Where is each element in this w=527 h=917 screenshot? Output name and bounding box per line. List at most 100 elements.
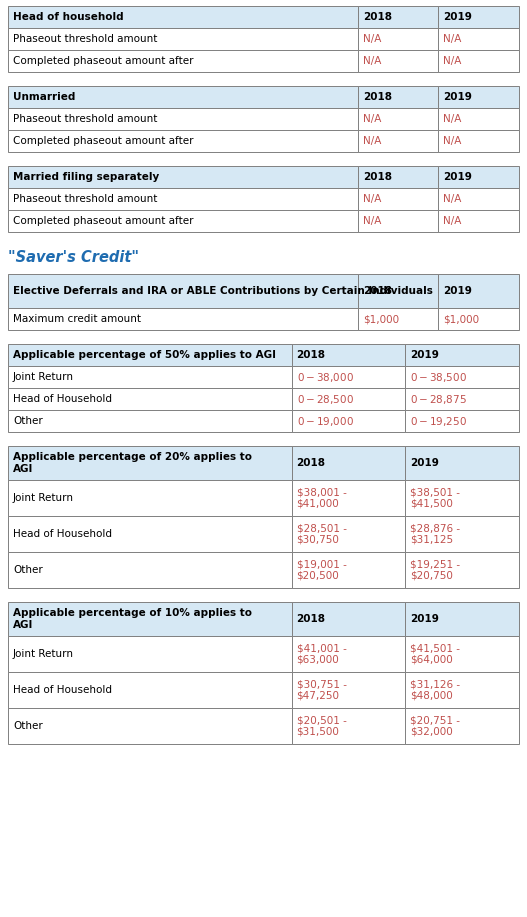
Text: N/A: N/A (443, 34, 462, 44)
Text: 2019: 2019 (410, 350, 439, 360)
Text: 2019: 2019 (410, 458, 439, 468)
Text: Head of Household: Head of Household (13, 529, 112, 539)
Bar (8, 50, 358, 72)
Bar (405, 516, 519, 552)
Bar (8, 274, 358, 308)
Bar (291, 602, 405, 636)
Text: Completed phaseout amount after: Completed phaseout amount after (13, 216, 193, 226)
Bar (291, 480, 405, 516)
Bar (438, 130, 519, 152)
Bar (358, 274, 438, 308)
Text: Phaseout threshold amount: Phaseout threshold amount (13, 114, 158, 124)
Text: Phaseout threshold amount: Phaseout threshold amount (13, 34, 158, 44)
Bar (405, 366, 519, 388)
Text: Unmarried: Unmarried (13, 92, 75, 102)
Bar (358, 28, 438, 50)
Bar (291, 636, 405, 672)
Text: $0 - $38,000: $0 - $38,000 (297, 370, 354, 383)
Bar (291, 410, 405, 432)
Bar (438, 188, 519, 210)
Bar (8, 388, 291, 410)
Bar (8, 210, 358, 232)
Bar (405, 388, 519, 410)
Text: Completed phaseout amount after: Completed phaseout amount after (13, 56, 193, 66)
Text: $20,751 -
$32,000: $20,751 - $32,000 (410, 715, 460, 736)
Text: $38,001 -
$41,000: $38,001 - $41,000 (297, 487, 346, 509)
Bar (358, 130, 438, 152)
Bar (8, 636, 291, 672)
Text: 2019: 2019 (410, 614, 439, 624)
Text: $41,001 -
$63,000: $41,001 - $63,000 (297, 643, 346, 665)
Text: 2018: 2018 (297, 614, 326, 624)
Bar (438, 50, 519, 72)
Text: Joint Return: Joint Return (13, 493, 74, 503)
Text: 2018: 2018 (363, 12, 392, 22)
Bar (291, 344, 405, 366)
Bar (438, 86, 519, 108)
Bar (438, 274, 519, 308)
Text: $30,751 -
$47,250: $30,751 - $47,250 (297, 679, 347, 701)
Bar (405, 552, 519, 588)
Bar (438, 210, 519, 232)
Bar (8, 552, 291, 588)
Bar (405, 344, 519, 366)
Text: $19,001 -
$20,500: $19,001 - $20,500 (297, 559, 346, 580)
Bar (438, 308, 519, 330)
Bar (438, 6, 519, 28)
Bar (358, 308, 438, 330)
Bar (8, 480, 291, 516)
Bar (8, 28, 358, 50)
Text: $0 - $28,875: $0 - $28,875 (410, 392, 467, 405)
Text: N/A: N/A (443, 136, 462, 146)
Bar (8, 188, 358, 210)
Bar (8, 108, 358, 130)
Bar (291, 446, 405, 480)
Bar (8, 130, 358, 152)
Text: Head of Household: Head of Household (13, 685, 112, 695)
Text: 2019: 2019 (443, 286, 472, 296)
Bar (8, 366, 291, 388)
Bar (405, 708, 519, 744)
Text: Applicable percentage of 50% applies to AGI: Applicable percentage of 50% applies to … (13, 350, 276, 360)
Bar (405, 410, 519, 432)
Bar (358, 86, 438, 108)
Bar (8, 166, 358, 188)
Bar (358, 166, 438, 188)
Text: 2018: 2018 (297, 458, 326, 468)
Text: 2018: 2018 (297, 350, 326, 360)
Text: $1,000: $1,000 (443, 314, 480, 324)
Text: Head of Household: Head of Household (13, 394, 112, 404)
Text: Other: Other (13, 416, 43, 426)
Bar (8, 708, 291, 744)
Bar (405, 636, 519, 672)
Bar (358, 108, 438, 130)
Bar (291, 552, 405, 588)
Bar (438, 166, 519, 188)
Text: $41,501 -
$64,000: $41,501 - $64,000 (410, 643, 460, 665)
Text: $0 - $38,500: $0 - $38,500 (410, 370, 467, 383)
Bar (8, 446, 291, 480)
Bar (358, 6, 438, 28)
Text: $19,251 -
$20,750: $19,251 - $20,750 (410, 559, 460, 580)
Text: "Saver's Credit": "Saver's Credit" (8, 250, 139, 266)
Text: $0 - $19,250: $0 - $19,250 (410, 414, 467, 427)
Text: $0 - $19,000: $0 - $19,000 (297, 414, 354, 427)
Text: Phaseout threshold amount: Phaseout threshold amount (13, 194, 158, 204)
Bar (8, 86, 358, 108)
Bar (8, 602, 291, 636)
Bar (291, 708, 405, 744)
Text: $0 - $28,500: $0 - $28,500 (297, 392, 354, 405)
Text: Applicable percentage of 10% applies to
AGI: Applicable percentage of 10% applies to … (13, 608, 252, 630)
Text: Married filing separately: Married filing separately (13, 172, 159, 182)
Bar (405, 602, 519, 636)
Text: 2018: 2018 (363, 172, 392, 182)
Text: Head of household: Head of household (13, 12, 124, 22)
Bar (8, 6, 358, 28)
Text: N/A: N/A (443, 216, 462, 226)
Bar (8, 672, 291, 708)
Bar (405, 480, 519, 516)
Text: 2019: 2019 (443, 12, 472, 22)
Text: $38,501 -
$41,500: $38,501 - $41,500 (410, 487, 460, 509)
Bar (358, 50, 438, 72)
Bar (358, 188, 438, 210)
